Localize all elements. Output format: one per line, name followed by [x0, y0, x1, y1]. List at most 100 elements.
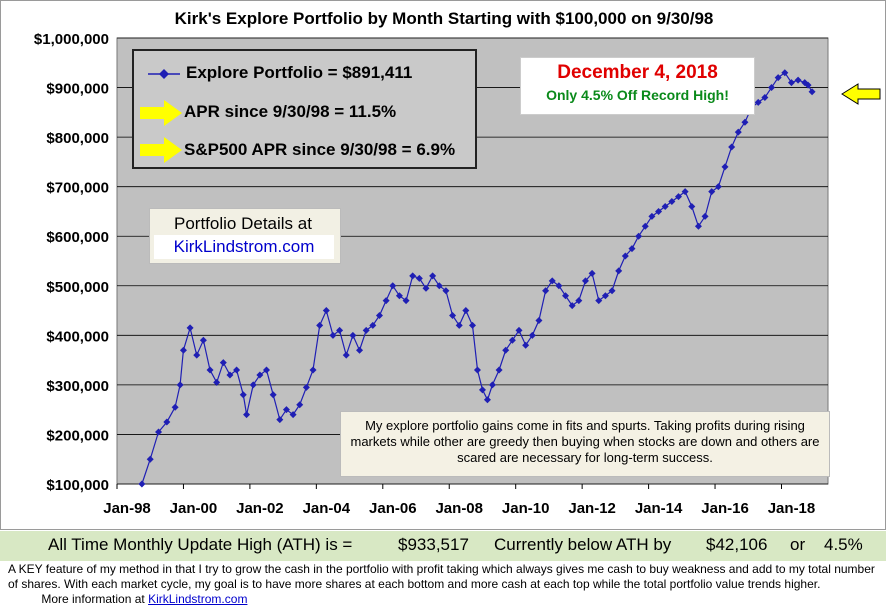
data-point: [495, 366, 503, 374]
data-point: [309, 366, 317, 374]
data-point: [694, 222, 702, 230]
data-point: [369, 321, 377, 329]
data-point: [641, 222, 649, 230]
data-point: [389, 282, 397, 290]
data-point: [754, 98, 762, 106]
x-tick-label: Jan-00: [170, 500, 218, 517]
y-tick-label: $200,000: [46, 427, 109, 444]
data-point: [528, 331, 536, 339]
data-point: [661, 202, 669, 210]
data-point: [163, 418, 171, 426]
data-point: [469, 321, 476, 329]
x-tick-label: Jan-12: [568, 500, 616, 517]
data-point: [483, 396, 491, 404]
data-point: [138, 480, 146, 488]
note-text: My explore portfolio gains come in fits …: [350, 418, 820, 465]
date-callout: December 4, 2018 Only 4.5% Off Record Hi…: [520, 57, 755, 115]
data-point: [588, 269, 596, 277]
data-point: [263, 366, 271, 374]
ath-below-amount: $42,106: [706, 535, 768, 554]
data-point: [402, 297, 410, 305]
y-tick-label: $1,000,000: [34, 31, 109, 48]
data-point: [243, 411, 251, 419]
chart-title: Kirk's Explore Portfolio by Month Starti…: [175, 9, 714, 28]
data-point: [581, 277, 589, 285]
data-point: [768, 84, 776, 92]
data-point: [555, 282, 563, 290]
data-point: [741, 118, 749, 126]
data-point: [515, 326, 523, 334]
x-tick-label: Jan-98: [103, 500, 151, 517]
data-point: [239, 391, 247, 399]
data-point: [316, 321, 324, 329]
data-point: [289, 411, 297, 419]
x-tick-label: Jan-02: [236, 500, 284, 517]
data-point: [615, 267, 623, 275]
note-box: My explore portfolio gains come in fits …: [340, 411, 830, 477]
y-axis-ticks: $100,000 $200,000 $300,000 $400,000 $500,000…: [34, 31, 109, 494]
data-point: [473, 366, 481, 374]
footer-text: A KEY feature of my method in that I try…: [8, 562, 880, 607]
data-point: [668, 198, 676, 206]
footer-more: More information at: [41, 592, 145, 606]
data-point: [349, 331, 357, 339]
data-point: [219, 359, 227, 367]
y-tick-label: $800,000: [46, 130, 109, 147]
data-point: [429, 272, 437, 280]
data-point: [233, 366, 241, 374]
x-tick-label: Jan-04: [303, 500, 351, 517]
data-point: [409, 272, 417, 280]
ath-prefix: All Time Monthly Update High (ATH) is =: [48, 535, 353, 554]
data-point: [508, 336, 516, 344]
data-point: [734, 128, 742, 136]
yellow-arrow-icon: [140, 100, 182, 126]
y-tick-label: $100,000: [46, 477, 109, 494]
data-point: [708, 188, 716, 196]
portfolio-details-box: Portfolio Details at KirkLindstrom.com: [149, 208, 341, 264]
data-point: [206, 366, 214, 374]
data-point: [322, 307, 330, 315]
y-tick-label: $500,000: [46, 279, 109, 296]
data-point: [296, 401, 304, 409]
data-point: [179, 346, 187, 354]
x-tick-label: Jan-08: [435, 500, 483, 517]
data-point: [608, 287, 616, 295]
data-point: [342, 351, 350, 359]
legend-series-marker: [148, 69, 180, 79]
data-point: [462, 307, 470, 315]
data-point: [595, 297, 603, 305]
footer-link[interactable]: KirkLindstrom.com: [148, 592, 248, 606]
y-tick-label: $300,000: [46, 378, 109, 395]
data-point: [176, 381, 184, 389]
data-point: [249, 381, 257, 389]
data-point: [449, 312, 457, 320]
data-point: [728, 143, 736, 151]
data-point: [774, 74, 782, 82]
data-point: [721, 163, 729, 171]
x-axis-ticks: Jan-98 Jan-00 Jan-02 Jan-04 Jan-06 Jan-08 Jan-…: [103, 484, 815, 517]
data-point: [276, 416, 284, 424]
x-tick-label: Jan-16: [701, 500, 749, 517]
data-point: [688, 202, 696, 210]
y-tick-label: $600,000: [46, 229, 109, 246]
data-point: [336, 326, 344, 334]
ath-value: $933,517: [398, 535, 469, 554]
data-point: [171, 403, 179, 411]
data-point: [256, 371, 264, 379]
x-tick-label: Jan-14: [635, 500, 683, 517]
data-point: [213, 378, 221, 386]
data-point: [681, 188, 689, 196]
legend-box: Explore Portfolio = $891,411 APR since 9…: [132, 49, 477, 169]
data-point: [435, 282, 443, 290]
data-point: [575, 297, 583, 305]
data-point: [422, 284, 430, 292]
ath-below-pct: 4.5%: [824, 535, 863, 554]
data-point: [488, 381, 496, 389]
data-point: [601, 292, 609, 300]
data-point: [522, 341, 530, 349]
details-link[interactable]: KirkLindstrom.com: [154, 235, 334, 259]
data-point: [329, 331, 337, 339]
data-point: [356, 346, 364, 354]
data-point: [808, 88, 816, 96]
data-point: [478, 386, 486, 394]
